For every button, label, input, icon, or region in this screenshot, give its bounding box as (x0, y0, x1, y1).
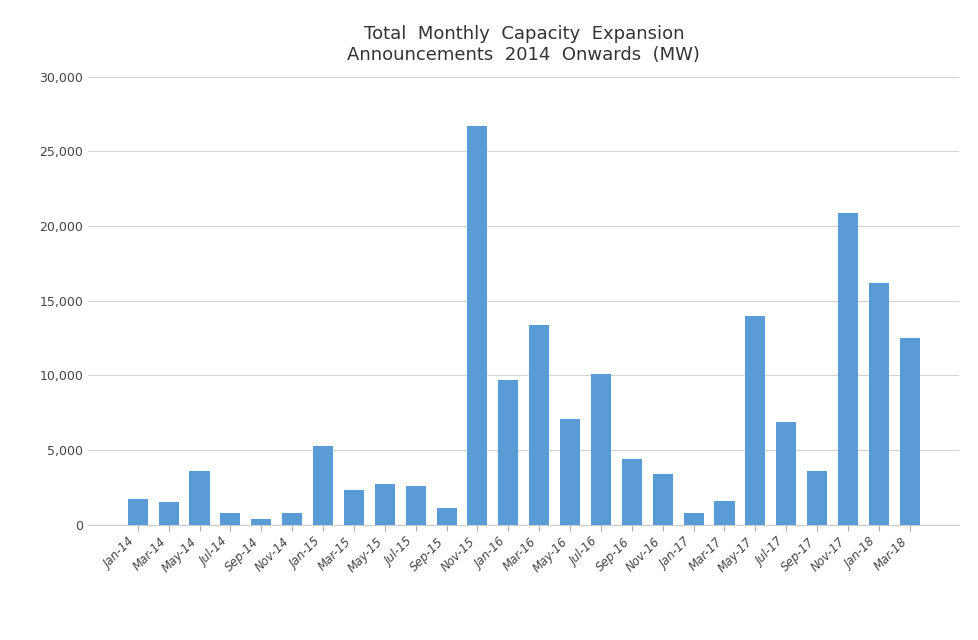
Bar (282, 513, 302, 525)
Bar (251, 519, 271, 525)
Bar (343, 490, 364, 525)
Bar (467, 126, 487, 525)
Bar (529, 324, 549, 525)
Bar (436, 508, 456, 525)
Bar (837, 212, 857, 525)
Bar (744, 316, 765, 525)
Bar (313, 445, 333, 525)
Bar (190, 471, 209, 525)
Bar (559, 419, 580, 525)
Bar (498, 380, 517, 525)
Bar (621, 459, 642, 525)
Bar (405, 486, 425, 525)
Bar (127, 499, 148, 525)
Bar (683, 513, 703, 525)
Title: Total  Monthly  Capacity  Expansion
Announcements  2014  Onwards  (MW): Total Monthly Capacity Expansion Announc… (347, 26, 699, 64)
Bar (806, 471, 826, 525)
Bar (714, 501, 734, 525)
Bar (652, 474, 672, 525)
Bar (776, 422, 795, 525)
Bar (591, 374, 610, 525)
Bar (375, 484, 394, 525)
Bar (220, 513, 241, 525)
Bar (158, 502, 179, 525)
Bar (899, 338, 919, 525)
Bar (867, 283, 888, 525)
